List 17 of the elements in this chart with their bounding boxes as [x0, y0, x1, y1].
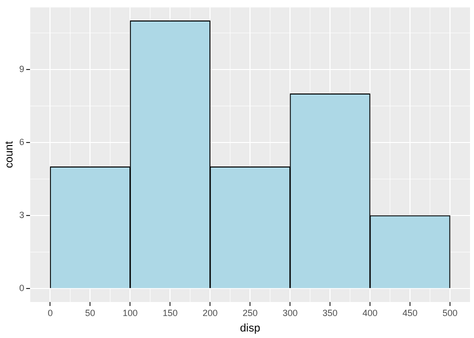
x-tick-label: 200 [202, 308, 218, 318]
y-tick-label: 3 [19, 210, 24, 220]
x-tick-label: 0 [48, 308, 53, 318]
y-tick-label: 6 [19, 137, 24, 148]
x-tick-label: 100 [122, 308, 138, 318]
x-tick-label: 150 [162, 308, 178, 318]
x-tick-label: 300 [282, 308, 298, 318]
x-tick-label: 350 [322, 308, 338, 318]
y-tick-label: 0 [19, 283, 24, 294]
y-tick-label: 9 [19, 64, 24, 74]
x-tick-label: 450 [402, 308, 418, 318]
y-axis-title: count [4, 141, 16, 168]
x-axis-title: disp [240, 322, 260, 334]
x-tick-label: 50 [85, 308, 96, 318]
x-tick-label: 500 [442, 308, 458, 318]
x-tick-label: 250 [242, 308, 258, 318]
x-tick-label: 400 [362, 308, 378, 318]
